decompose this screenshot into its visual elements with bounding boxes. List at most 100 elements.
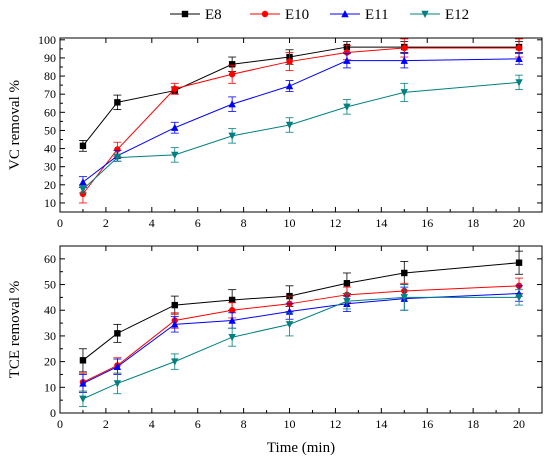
x-tick-label: 16 [421,417,433,431]
data-point-e8 [79,142,87,150]
data-point-e12 [343,103,351,111]
data-point-e8 [228,296,236,304]
data-point-e8 [343,280,351,287]
y-tick-label: 40 [44,303,56,317]
series-line-e8 [82,262,520,361]
data-point-e12 [113,380,122,388]
data-point-e8 [114,330,121,337]
data-point-e12 [515,79,523,87]
series-line-e8 [82,46,520,147]
series-e12 [78,74,524,194]
series-e10 [78,38,524,204]
legend-item-e12: E12 [410,7,469,23]
x-tick-label: 4 [149,417,155,431]
x-tick-label: 8 [241,417,247,431]
x-tick-label: 20 [513,417,525,431]
x-tick-label: 8 [241,216,247,230]
x-tick-label: 6 [195,216,201,230]
data-point-e8 [515,259,523,266]
vc-removal-panel: 0 2 4 6 8 10 12 14 16 18 20 10 20 30 40 50 60 70 80 90 100 VC… [7,33,543,230]
data-point-e10 [286,58,293,65]
series-line-e12 [82,81,520,190]
series-e12 [78,284,524,407]
x-tick-label: 12 [329,417,341,431]
x-tick-label: 18 [467,417,479,431]
plot-frame [59,37,543,213]
legend-marker [341,10,349,18]
data-point-e12 [171,151,179,159]
series-line-e10 [82,47,520,195]
y-tick-label: 10 [44,380,56,394]
series-line-e12 [82,296,520,400]
series-e8 [78,41,524,152]
y-tick-label: 80 [44,69,56,83]
y-tick-label: 40 [44,142,56,156]
y-axis-title: TCE removal % [7,281,23,378]
legend-label: E12 [445,7,469,23]
data-point-e8 [228,61,236,68]
plot-frame [59,245,543,414]
y-tick-label: 30 [44,160,56,174]
y-tick-label: 50 [44,123,56,137]
legend-label: E10 [285,7,309,23]
y-tick-label: 0 [50,406,56,420]
y-tick-label: 30 [44,329,56,343]
data-point-e8 [79,357,87,364]
data-point-e10 [114,146,121,153]
data-point-e11 [113,362,122,370]
y-tick-label: 50 [44,278,56,292]
y-tick-label: 70 [44,87,56,101]
legend-marker [261,10,269,18]
legend-label: E8 [205,7,222,23]
data-point-e10 [228,307,236,314]
data-point-e11 [79,178,87,186]
data-point-e12 [285,321,294,329]
data-point-e12 [400,89,408,97]
data-point-e11 [515,54,523,63]
data-point-e12 [79,186,87,194]
x-tick-label: 14 [375,216,387,230]
y-axis-title: VC removal % [7,80,23,170]
legend-item-e8: E8 [170,7,222,23]
data-point-e8 [171,301,178,309]
data-point-e12 [515,294,523,302]
data-point-e10 [343,49,351,56]
data-point-e11 [400,56,408,64]
legend-item-e10: E10 [250,7,309,23]
series-line-e11 [82,293,520,384]
x-tick-label: 16 [421,216,433,230]
data-point-e11 [343,56,351,64]
y-tick-label: 60 [44,252,56,266]
x-tick-label: 18 [467,216,479,230]
data-point-e12 [228,334,236,342]
data-point-e12 [285,121,294,129]
legend-marker [421,10,429,18]
data-point-e12 [400,294,408,302]
x-tick-label: 6 [195,417,201,431]
series-e8 [78,250,524,373]
y-tick-label: 100 [38,33,56,47]
y-tick-label: 20 [44,178,56,192]
data-point-e11 [285,82,294,90]
x-tick-label: 10 [284,216,296,230]
x-tick-label: 14 [375,417,387,431]
series-e10 [78,277,524,392]
legend: E8 E10 E11 E12 [170,7,469,23]
data-point-e10 [401,44,408,52]
y-tick-label: 10 [44,196,56,210]
y-tick-label: 60 [44,105,56,119]
tce-removal-panel: 0 2 4 6 8 10 12 14 16 18 20 0 10 20 30 40 50 60 TCE remova… [7,245,543,456]
data-point-e11 [228,100,236,108]
x-tick-label: 20 [513,216,525,230]
data-point-e12 [343,298,351,306]
series-line-e11 [82,58,520,183]
y-tick-label: 90 [44,51,56,65]
legend-label: E11 [365,7,389,23]
data-point-e10 [228,71,236,78]
data-point-e10 [515,44,523,52]
data-point-e8 [401,269,408,277]
x-tick-label: 10 [284,417,296,431]
x-tick-label: 2 [103,417,109,431]
data-point-e10 [171,85,178,92]
